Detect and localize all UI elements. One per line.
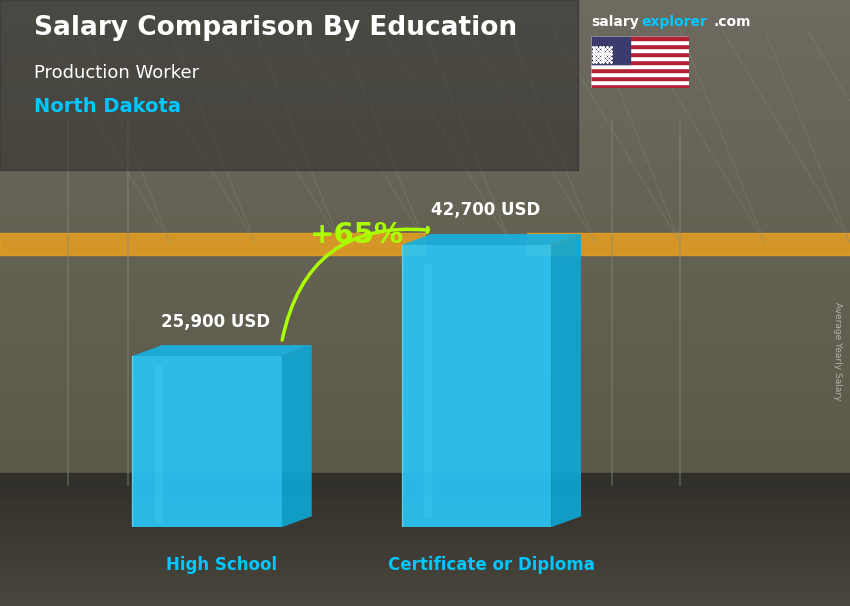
Bar: [0, 519, 850, 526]
Text: Average Yearly Salary: Average Yearly Salary: [833, 302, 842, 401]
Bar: [591, 44, 689, 48]
Bar: [0, 91, 850, 106]
Bar: [591, 80, 689, 84]
Bar: [591, 76, 689, 80]
Bar: [0, 454, 850, 470]
Bar: [0, 379, 850, 394]
Bar: [0, 61, 850, 76]
Bar: [0, 258, 850, 273]
Bar: [0, 546, 850, 553]
Bar: [591, 60, 689, 64]
Bar: [0, 152, 850, 167]
Bar: [0, 364, 850, 379]
Bar: [0, 561, 850, 576]
Bar: [591, 72, 689, 76]
Bar: [0, 500, 850, 515]
Bar: [0, 394, 850, 409]
Bar: [0, 45, 850, 61]
Text: +65%: +65%: [309, 221, 404, 249]
Bar: [0, 470, 850, 485]
Bar: [0, 526, 850, 533]
Bar: [591, 84, 689, 88]
Bar: [591, 68, 689, 72]
Bar: [0, 288, 850, 303]
Bar: [591, 56, 689, 60]
Bar: [0, 233, 425, 255]
Bar: [0, 559, 850, 566]
Bar: [591, 48, 689, 52]
Bar: [0, 530, 850, 545]
Text: Certificate or Diploma: Certificate or Diploma: [388, 556, 595, 574]
Bar: [0, 515, 850, 530]
Text: .com: .com: [714, 15, 751, 29]
Bar: [0, 553, 850, 559]
Bar: [0, 506, 850, 513]
Bar: [0, 212, 850, 227]
Bar: [0, 493, 850, 499]
Bar: [0, 76, 850, 91]
Bar: [0, 579, 850, 586]
Bar: [0, 545, 850, 561]
Bar: [0, 486, 850, 493]
Bar: [0, 593, 850, 599]
Bar: [0, 533, 850, 539]
Bar: [591, 52, 689, 56]
Bar: [0, 479, 850, 486]
Bar: [0, 409, 850, 424]
Bar: [0, 15, 850, 30]
Polygon shape: [133, 356, 282, 527]
Polygon shape: [133, 345, 312, 356]
Bar: [0, 424, 850, 439]
Bar: [0, 227, 850, 242]
Text: Salary Comparison By Education: Salary Comparison By Education: [34, 15, 517, 41]
Bar: [0, 167, 850, 182]
Bar: [0, 197, 850, 212]
Bar: [0, 106, 850, 121]
Polygon shape: [551, 234, 581, 527]
Text: 25,900 USD: 25,900 USD: [162, 313, 270, 330]
Bar: [0, 499, 850, 506]
Bar: [591, 36, 689, 41]
Bar: [0, 182, 850, 197]
Bar: [0, 439, 850, 454]
Bar: [0, 136, 850, 152]
Bar: [591, 41, 689, 44]
Bar: [0, 30, 850, 45]
Bar: [0, 0, 578, 170]
Bar: [0, 539, 850, 546]
Text: explorer: explorer: [642, 15, 707, 29]
Bar: [0, 566, 850, 573]
Text: High School: High School: [167, 556, 278, 574]
Bar: [0, 513, 850, 519]
Bar: [0, 599, 850, 606]
Bar: [0, 0, 850, 15]
Bar: [0, 273, 850, 288]
Bar: [0, 591, 850, 606]
Bar: [0, 242, 850, 258]
Text: salary: salary: [591, 15, 638, 29]
Text: Production Worker: Production Worker: [34, 64, 199, 82]
Text: North Dakota: North Dakota: [34, 97, 181, 116]
Bar: [0, 121, 850, 136]
Bar: [527, 233, 850, 255]
Bar: [0, 303, 850, 318]
Bar: [0, 348, 850, 364]
Polygon shape: [282, 345, 312, 527]
Bar: [0, 318, 850, 333]
Bar: [591, 36, 630, 64]
Bar: [0, 586, 850, 593]
Bar: [591, 64, 689, 68]
Bar: [0, 485, 850, 500]
Polygon shape: [401, 245, 551, 527]
Text: 42,700 USD: 42,700 USD: [431, 201, 540, 219]
Polygon shape: [401, 234, 581, 245]
Bar: [0, 473, 850, 479]
Bar: [0, 576, 850, 591]
Bar: [0, 333, 850, 348]
Bar: [0, 573, 850, 579]
